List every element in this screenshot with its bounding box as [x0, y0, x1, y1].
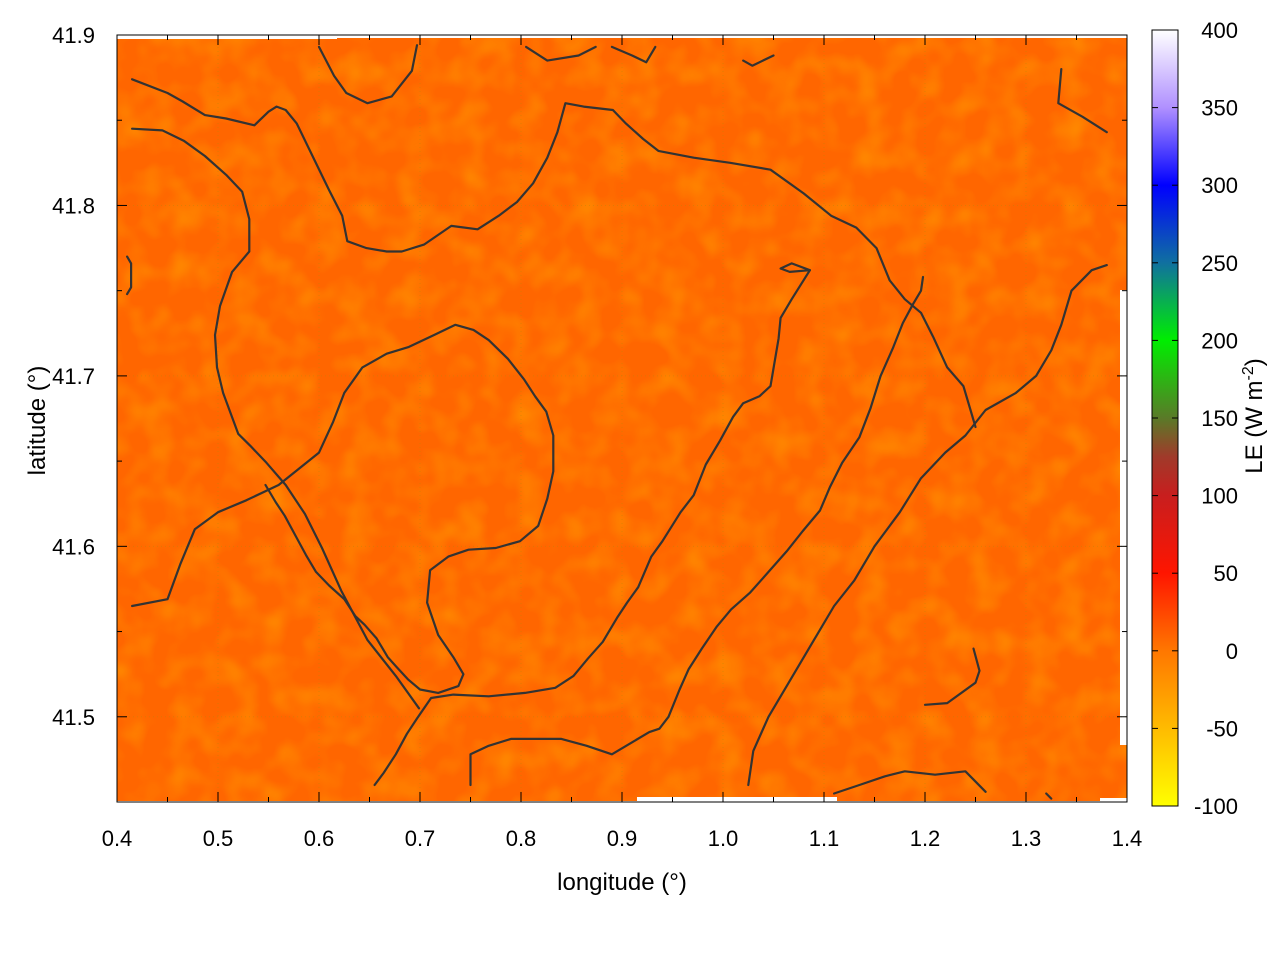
missing-data-gap — [1100, 798, 1127, 802]
x-tick-label: 0.6 — [304, 826, 335, 851]
colorbar: 400 350 300 250 200 150 100 50 0 -50 -100 LE (W m-… — [1151, 18, 1268, 819]
x-tick-label: 0.9 — [607, 826, 638, 851]
contour-line — [747, 264, 1108, 787]
colorbar-tick-label: 250 — [1201, 251, 1238, 276]
contour-line — [131, 78, 977, 429]
x-tick-label: 0.4 — [102, 826, 133, 851]
colorbar-tick-label: 0 — [1226, 639, 1238, 664]
contour-line — [131, 127, 421, 710]
contour-line — [317, 44, 419, 105]
colorbar-tick-label: 50 — [1214, 561, 1238, 586]
contour-line — [1045, 792, 1053, 800]
contour-line — [469, 275, 925, 787]
contour-line — [131, 323, 555, 694]
colorbar-tick-label: -100 — [1194, 794, 1238, 819]
y-axis-title: latitude (°) — [24, 366, 51, 476]
contour-line — [742, 54, 775, 67]
colorbar-title-close: ) — [1241, 358, 1268, 366]
y-tick-label: 41.8 — [52, 193, 95, 218]
contour-line — [923, 647, 981, 706]
colorbar-ticks: 400 350 300 250 200 150 100 50 0 -50 -100 — [1152, 18, 1238, 819]
y-tick-label: 41.6 — [52, 534, 95, 559]
colorbar-tick-label: 400 — [1201, 18, 1238, 43]
x-tick-label: 1.0 — [708, 826, 739, 851]
axis-ticks: 0.4 0.5 0.6 0.7 0.8 0.9 1.0 1.1 1.2 1.3 1.4 41.5 41.… — [52, 23, 1142, 851]
contour-line — [833, 770, 987, 795]
x-tick-label: 1.3 — [1011, 826, 1042, 851]
missing-data-gap — [338, 35, 958, 38]
colorbar-tick-label: 300 — [1201, 173, 1238, 198]
colorbar-title-exponent: -2 — [1240, 366, 1257, 380]
x-axis-title: longitude (°) — [557, 869, 687, 896]
x-tick-label: 0.8 — [506, 826, 537, 851]
x-tick-label: 0.5 — [203, 826, 234, 851]
contour-line — [525, 45, 597, 62]
y-tick-label: 41.5 — [52, 705, 95, 730]
missing-data-gap — [1120, 290, 1127, 745]
contour-line — [126, 255, 133, 296]
heatmap-variation — [117, 38, 1127, 801]
colorbar-tick-label: 200 — [1201, 328, 1238, 353]
colorbar-tick-label: -50 — [1206, 716, 1238, 741]
contour-line — [610, 45, 657, 64]
heatmap-field — [117, 35, 1127, 802]
colorbar-tick-label: 150 — [1201, 406, 1238, 431]
contour-lines — [126, 44, 1108, 800]
colorbar-tick-label: 350 — [1201, 96, 1238, 121]
x-tick-label: 1.4 — [1112, 826, 1143, 851]
y-tick-label: 41.9 — [52, 23, 95, 48]
y-tick-label: 41.7 — [52, 364, 95, 389]
contour-line — [373, 269, 811, 787]
x-tick-label: 0.7 — [405, 826, 436, 851]
colorbar-title: LE (W m-2) — [1240, 358, 1268, 474]
missing-data-gap — [637, 797, 837, 802]
grid-lines — [117, 35, 1127, 802]
colorbar-title-main: LE (W m — [1241, 380, 1268, 473]
missing-data-gap — [960, 35, 1127, 38]
x-tick-label: 1.2 — [910, 826, 941, 851]
contour-line — [1057, 68, 1108, 134]
colorbar-tick-label: 100 — [1201, 484, 1238, 509]
missing-data-gap — [117, 35, 337, 39]
x-tick-label: 1.1 — [809, 826, 840, 851]
